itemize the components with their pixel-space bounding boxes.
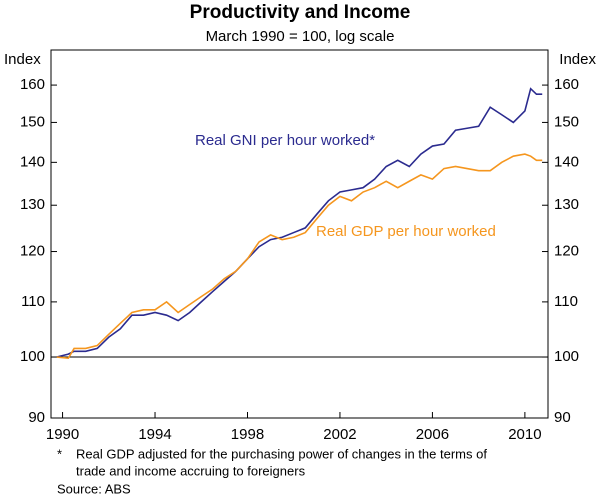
- series-line: [56, 153, 543, 360]
- x-tick-label: 1994: [138, 426, 171, 443]
- y-tick-label: 110: [21, 293, 45, 310]
- series-label: Real GNI per hour worked*: [195, 132, 375, 149]
- y2-tick-label: 90: [554, 409, 571, 426]
- y2-axis-label: Index: [559, 51, 596, 68]
- y2-tick-label: 160: [554, 76, 579, 93]
- y-tick-label: 160: [20, 76, 45, 93]
- chart-title: Productivity and Income: [190, 2, 411, 23]
- footnote: Real GDP adjusted for the purchasing pow…: [76, 446, 487, 461]
- y2-tick-label: 110: [554, 293, 578, 310]
- series-label: Real GDP per hour worked: [316, 223, 496, 240]
- y-tick-label: 150: [20, 113, 45, 130]
- chart-subtitle: March 1990 = 100, log scale: [206, 28, 395, 45]
- y2-tick-label: 100: [554, 348, 579, 365]
- footnote-mark: *: [57, 446, 62, 461]
- x-tick-label: 2006: [416, 426, 449, 443]
- y-axis-label: Index: [4, 51, 41, 68]
- x-tick-label: 1998: [231, 426, 264, 443]
- series-line: [56, 87, 543, 358]
- y2-tick-label: 150: [554, 113, 579, 130]
- y-tick-label: 90: [28, 409, 45, 426]
- y2-tick-label: 140: [554, 153, 579, 170]
- y2-tick-label: 130: [554, 196, 579, 213]
- y2-tick-label: 120: [554, 243, 579, 260]
- footnote: trade and income accruing to foreigners: [76, 463, 306, 478]
- source: Source: ABS: [57, 481, 131, 496]
- x-tick-label: 2002: [323, 426, 356, 443]
- y-tick-label: 130: [20, 196, 45, 213]
- y-tick-label: 100: [20, 348, 45, 365]
- x-tick-label: 2010: [508, 426, 541, 443]
- plot-frame: [50, 49, 549, 419]
- y-tick-label: 120: [20, 243, 45, 260]
- y-tick-label: 140: [20, 153, 45, 170]
- x-tick-label: 1990: [46, 426, 79, 443]
